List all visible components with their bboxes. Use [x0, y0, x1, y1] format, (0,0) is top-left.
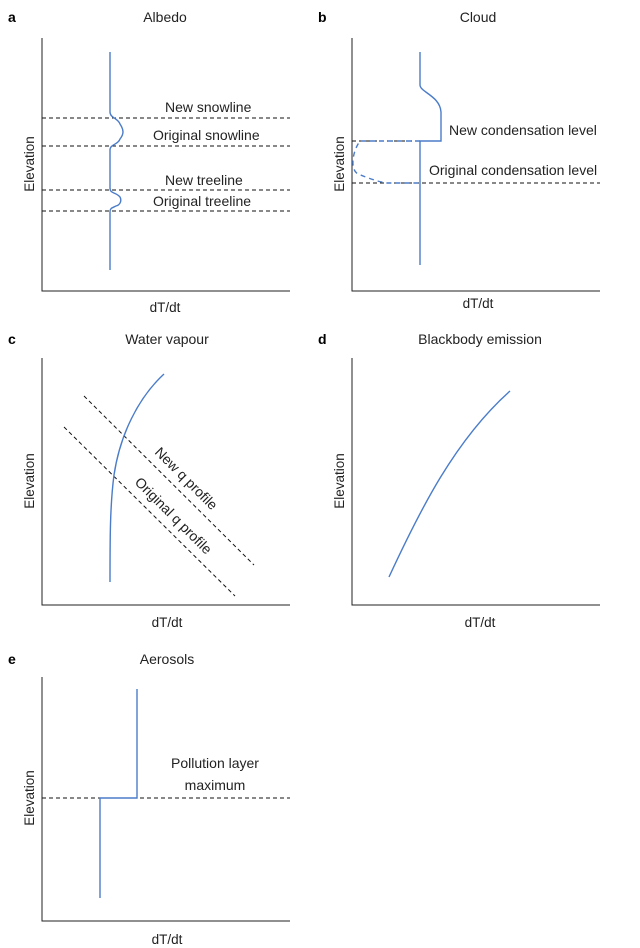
label-original-treeline: Original treeline — [153, 193, 251, 209]
panel-title-a: Albedo — [143, 9, 187, 25]
axes-c — [41, 358, 290, 606]
cloud-profile-original-curve — [352, 140, 420, 184]
panel-title-e: Aerosols — [140, 651, 194, 667]
panel-title-d: Blackbody emission — [418, 331, 542, 347]
ylabel-c: Elevation — [22, 453, 37, 509]
original-q-profile-line — [63, 426, 236, 597]
ylabel-b: Elevation — [332, 136, 347, 192]
xlabel-a: dT/dt — [150, 300, 181, 315]
panel-a: a Albedo Elevation dT/dt New snowline Or… — [8, 9, 290, 315]
panel-c: c Water vapour Elevation dT/dt New q pro… — [8, 331, 290, 630]
label-original-snowline: Original snowline — [153, 127, 260, 143]
albedo-profile-curve — [109, 52, 124, 270]
axes-e — [41, 677, 290, 922]
label-new-treeline: New treeline — [165, 172, 243, 188]
ylabel-e: Elevation — [22, 770, 37, 826]
label-pollution-layer: Pollution layer — [171, 755, 259, 771]
cloud-profile-new-curve — [419, 52, 442, 265]
label-original-condensation-level: Original condensation level — [429, 162, 597, 178]
panel-e: e Aerosols Elevation dT/dt Pollution lay… — [8, 651, 290, 947]
xlabel-b: dT/dt — [463, 296, 494, 311]
panel-letter-e: e — [8, 651, 16, 667]
axes-d — [351, 358, 600, 606]
ylabel-d: Elevation — [332, 453, 347, 509]
aerosol-profile-curve — [99, 689, 138, 898]
panel-d: d Blackbody emission Elevation dT/dt — [318, 331, 600, 630]
new-q-profile-line — [83, 395, 255, 566]
blackbody-emission-curve — [388, 390, 511, 578]
xlabel-e: dT/dt — [152, 932, 183, 947]
panel-b: b Cloud Elevation dT/dt New condensation… — [318, 9, 600, 311]
axes-a — [41, 38, 290, 292]
panel-title-b: Cloud — [460, 9, 497, 25]
panel-letter-b: b — [318, 9, 327, 25]
panel-title-c: Water vapour — [125, 331, 209, 347]
xlabel-d: dT/dt — [465, 615, 496, 630]
panel-letter-c: c — [8, 331, 16, 347]
label-new-condensation-level: New condensation level — [449, 122, 597, 138]
xlabel-c: dT/dt — [152, 615, 183, 630]
panel-letter-d: d — [318, 331, 327, 347]
water-vapour-profile-curve — [109, 373, 165, 583]
axes-b — [351, 38, 600, 292]
panel-letter-a: a — [8, 9, 16, 25]
label-new-snowline: New snowline — [165, 99, 252, 115]
label-pollution-layer-maximum: maximum — [185, 777, 246, 793]
ylabel-a: Elevation — [22, 136, 37, 192]
